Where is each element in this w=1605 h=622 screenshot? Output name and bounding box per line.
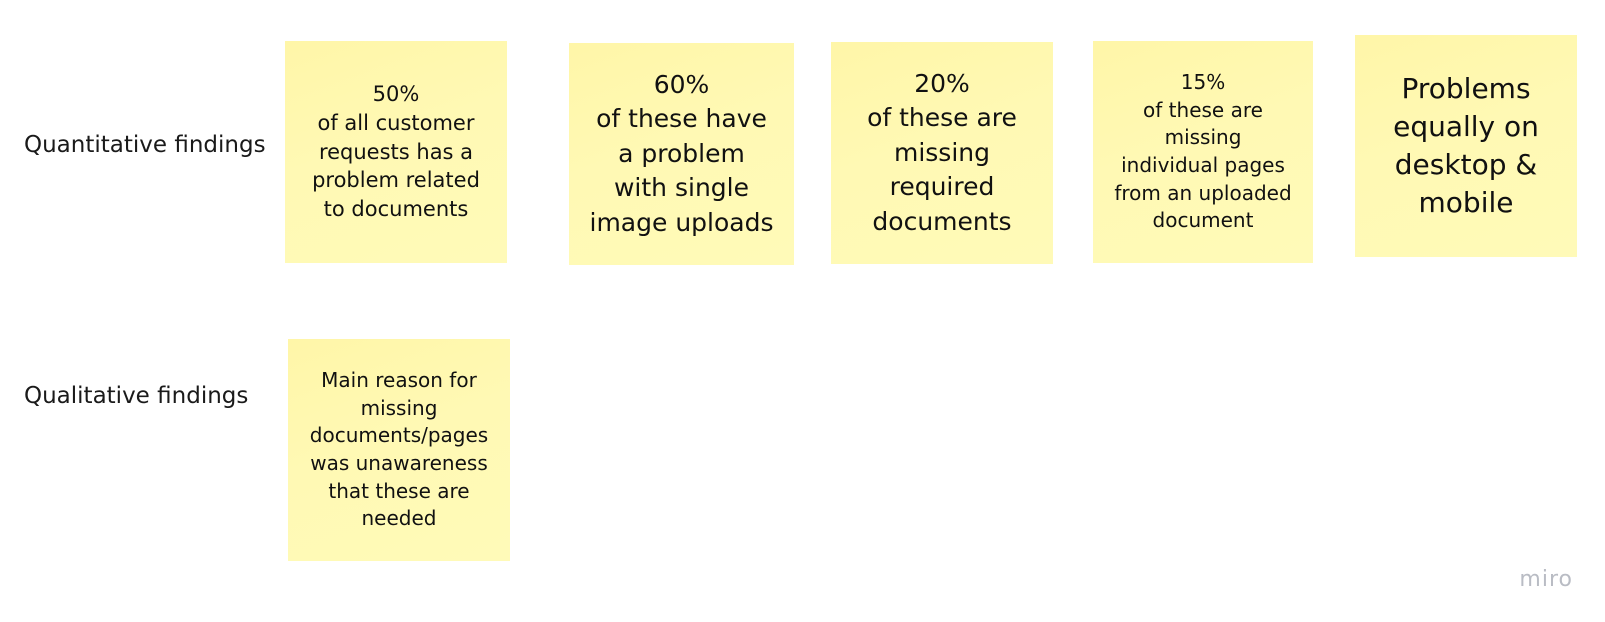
sticky-note-main-reason[interactable]: Main reason for missing documents/pages … (288, 339, 510, 561)
sticky-note-50-percent[interactable]: 50% of all customer requests has a probl… (285, 41, 507, 263)
sticky-note-60-percent[interactable]: 60% of these have a problem with single … (569, 43, 794, 265)
sticky-note-20-percent[interactable]: 20% of these are missing required docume… (831, 42, 1053, 264)
sticky-note-text: Problems equally on desktop & mobile (1393, 71, 1539, 220)
miro-watermark-logo: miro (1519, 567, 1573, 592)
sticky-note-text: 60% of these have a problem with single … (589, 69, 774, 237)
sticky-note-text: 50% of all customer requests has a probl… (312, 81, 480, 222)
sticky-note-desktop-mobile[interactable]: Problems equally on desktop & mobile (1355, 35, 1577, 257)
sticky-note-text: 15% of these are missing individual page… (1114, 70, 1292, 233)
sticky-note-text: 20% of these are missing required docume… (867, 68, 1017, 236)
sticky-note-text: Main reason for missing documents/pages … (309, 368, 489, 531)
row-label-quantitative: Quantitative findings (24, 132, 266, 158)
sticky-note-15-percent[interactable]: 15% of these are missing individual page… (1093, 41, 1313, 263)
row-label-qualitative: Qualitative findings (24, 383, 249, 409)
